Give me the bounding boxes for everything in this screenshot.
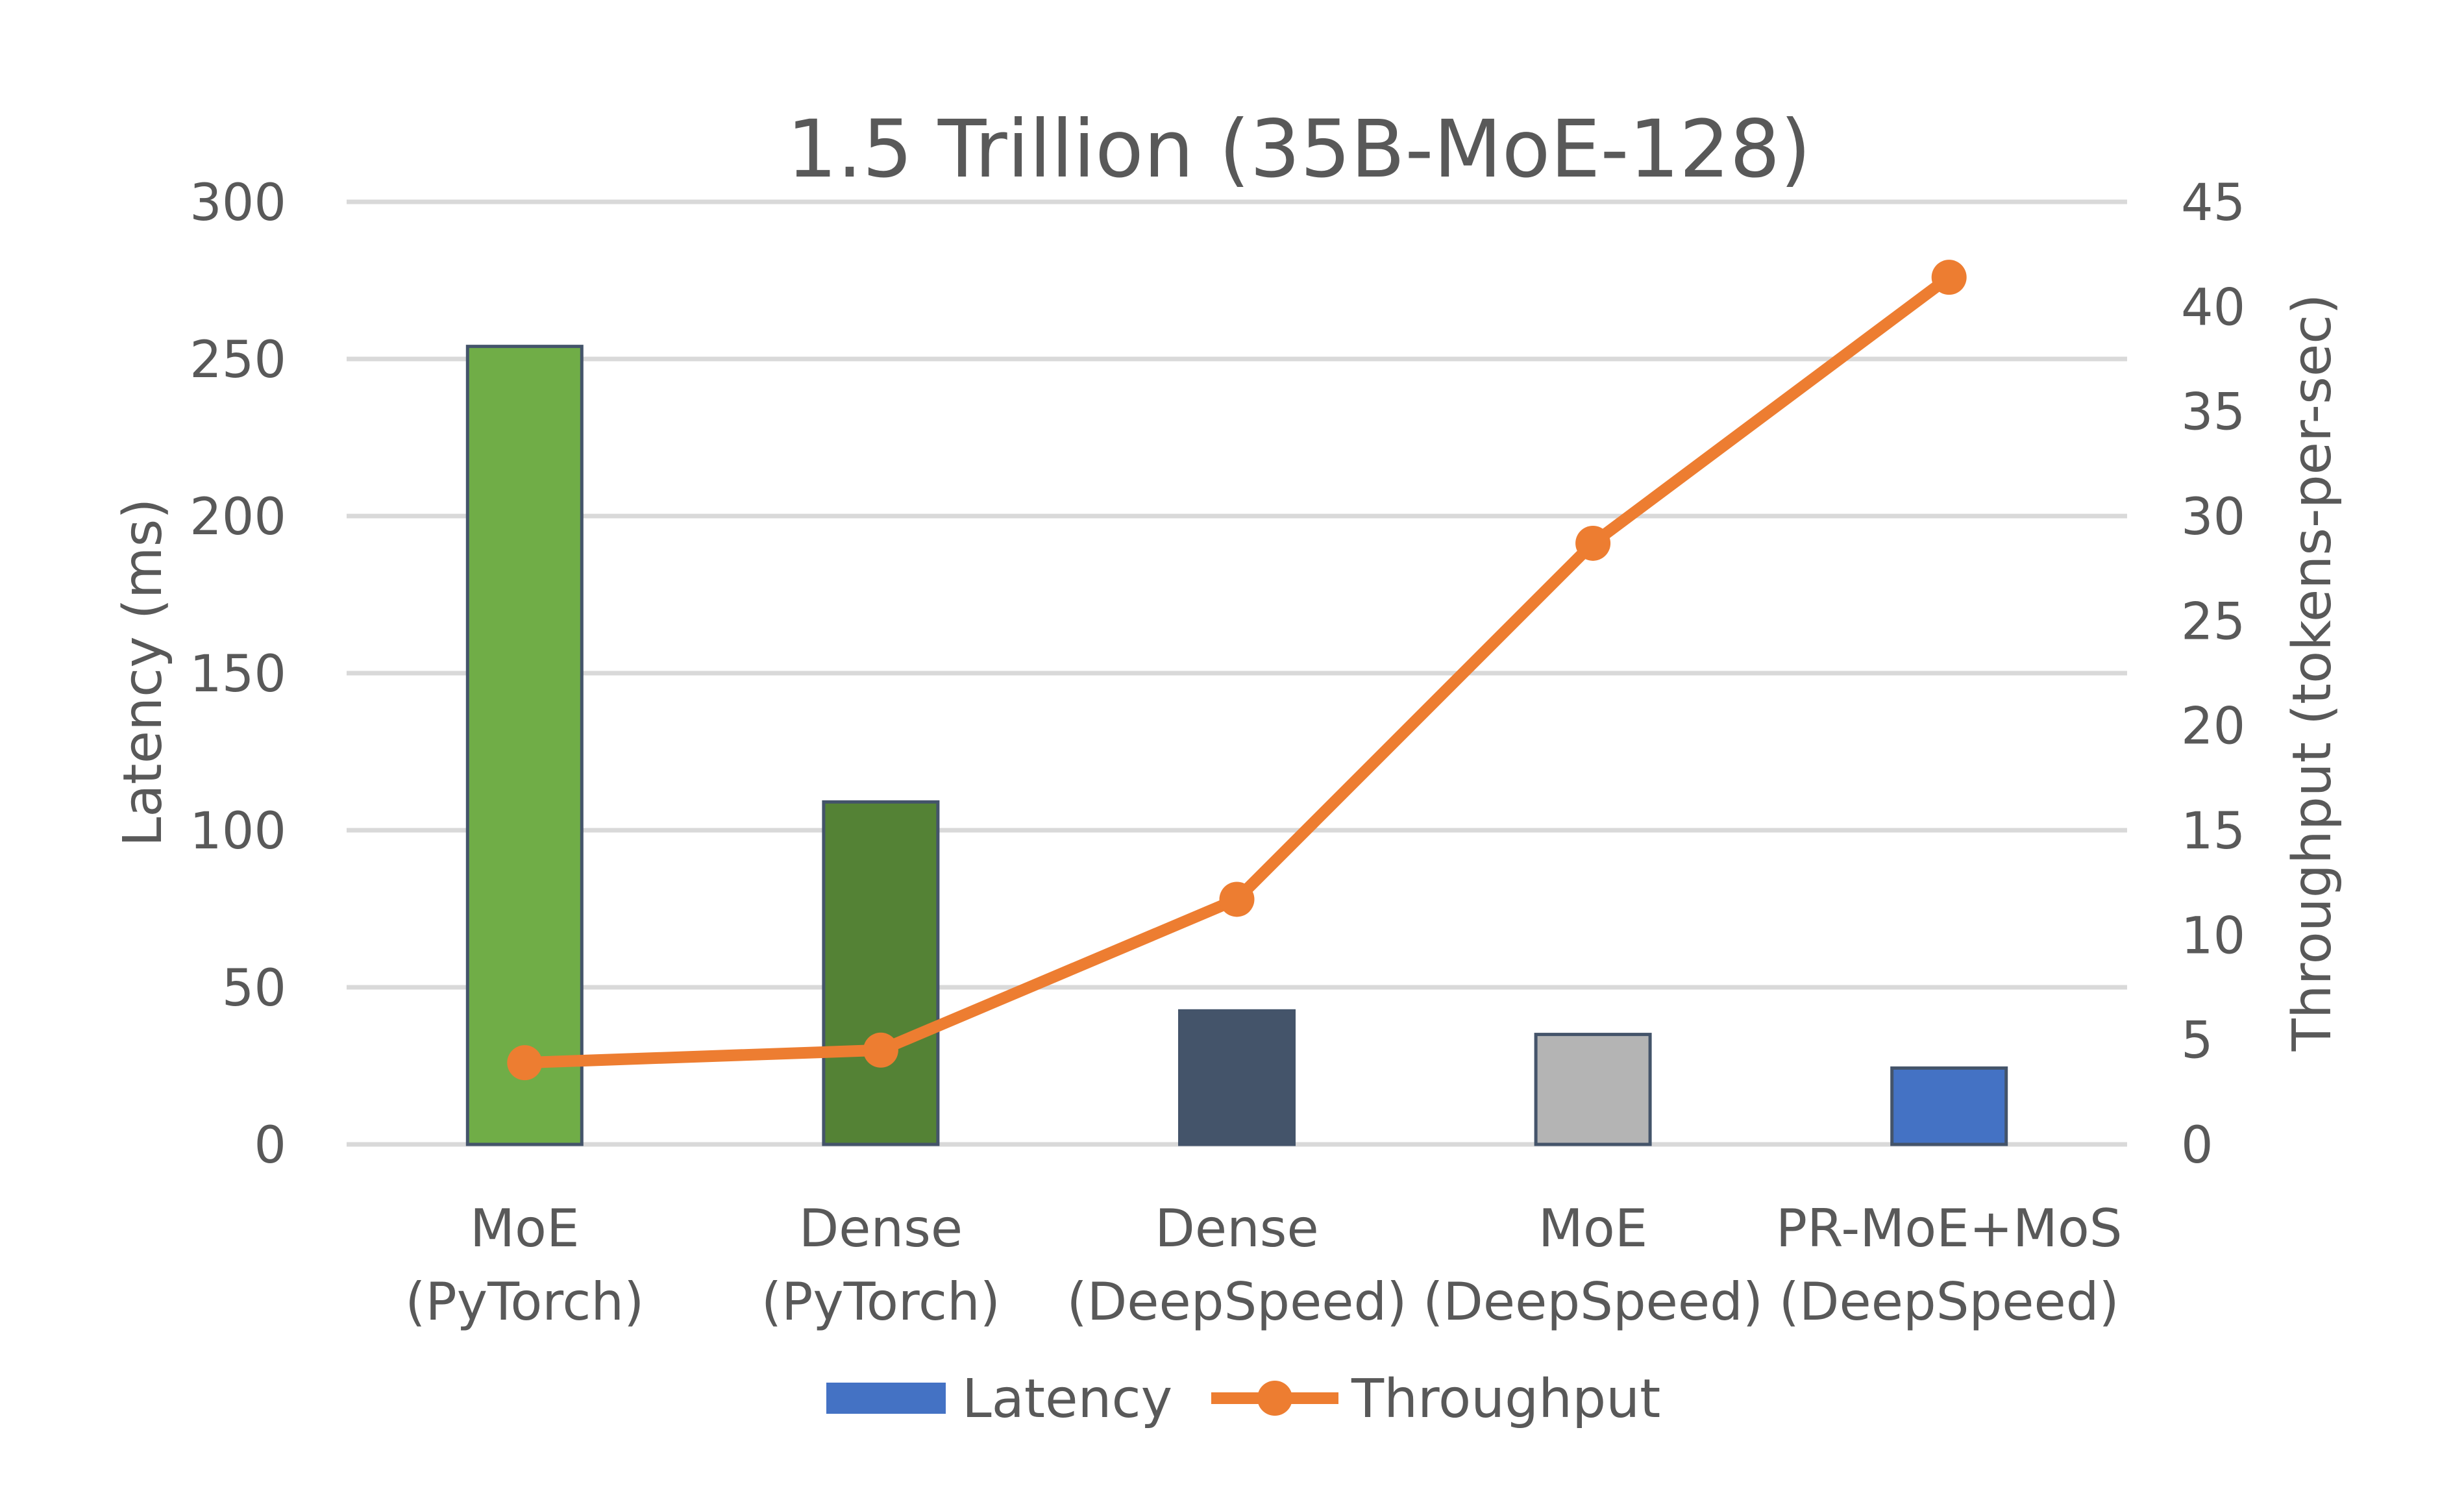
throughput-line [507, 260, 1967, 1081]
category-label: PR-MoE+MoS [1776, 1198, 2123, 1259]
bar [465, 345, 584, 1146]
bar [1178, 1009, 1296, 1146]
throughput-point [507, 1045, 543, 1081]
category-label: (DeepSpeed) [1423, 1272, 1763, 1332]
y-right-tick-label: 45 [2181, 174, 2245, 232]
chart-title: 1.5 Trillion (35B-MoE-128) [787, 103, 1811, 195]
bar [822, 800, 940, 1146]
category-label: MoE [1538, 1198, 1648, 1259]
y-right-tick-label: 40 [2181, 278, 2245, 337]
category-label: (PyTorch) [761, 1272, 1000, 1332]
y-right-tick-label: 0 [2181, 1116, 2213, 1175]
category-label: (PyTorch) [405, 1272, 644, 1332]
y-right-tick-label: 20 [2181, 698, 2245, 756]
throughput-point [1219, 881, 1255, 917]
category-label: (DeepSpeed) [1066, 1272, 1407, 1332]
y-tick-label: 0 [254, 1116, 286, 1175]
throughput-point [1931, 260, 1967, 295]
y-tick-label: 250 [190, 331, 286, 389]
latency-bars [465, 345, 2008, 1146]
legend-latency-swatch [826, 1383, 946, 1414]
y-right-tick-label: 10 [2181, 907, 2245, 965]
y-axis-left-label: Latency (ms) [112, 499, 174, 847]
y-right-tick-label: 30 [2181, 488, 2245, 547]
category-label: Dense [1155, 1198, 1318, 1259]
y-axis-right-label: Throughput (tokens-per-sec) [2282, 294, 2343, 1052]
category-label: MoE [470, 1198, 580, 1259]
gridlines [347, 199, 2127, 1147]
y-right-tick-label: 25 [2181, 593, 2245, 651]
category-label: (DeepSpeed) [1779, 1272, 2119, 1332]
y-right-tick-label: 5 [2181, 1012, 2213, 1070]
legend-throughput-label: Throughput [1351, 1368, 1660, 1430]
y-right-tick-label: 15 [2181, 802, 2245, 861]
legend: Latency Throughput [826, 1368, 1660, 1430]
y-tick-label: 100 [190, 802, 286, 861]
y-tick-label: 50 [222, 959, 286, 1018]
y-tick-label: 300 [190, 174, 286, 232]
throughput-series-line [524, 272, 1953, 1069]
legend-throughput-marker [1257, 1381, 1292, 1416]
bar [1534, 1033, 1652, 1146]
x-axis-categories: MoE (PyTorch) Dense (PyTorch) Dense (DeepSpee… [405, 1198, 2122, 1332]
bar [1890, 1066, 2008, 1146]
y-tick-label: 200 [190, 488, 286, 547]
category-label: Dense [799, 1198, 963, 1259]
y-tick-label: 150 [190, 645, 286, 704]
throughput-point [863, 1032, 898, 1068]
y-axis-right-ticks: 0 5 10 15 20 25 30 35 40 45 [2181, 174, 2245, 1175]
throughput-point [1575, 525, 1611, 561]
y-axis-left-ticks: 0 50 100 150 200 250 300 [190, 174, 286, 1175]
legend-latency-label: Latency [962, 1368, 1172, 1430]
y-right-tick-label: 35 [2181, 384, 2245, 442]
